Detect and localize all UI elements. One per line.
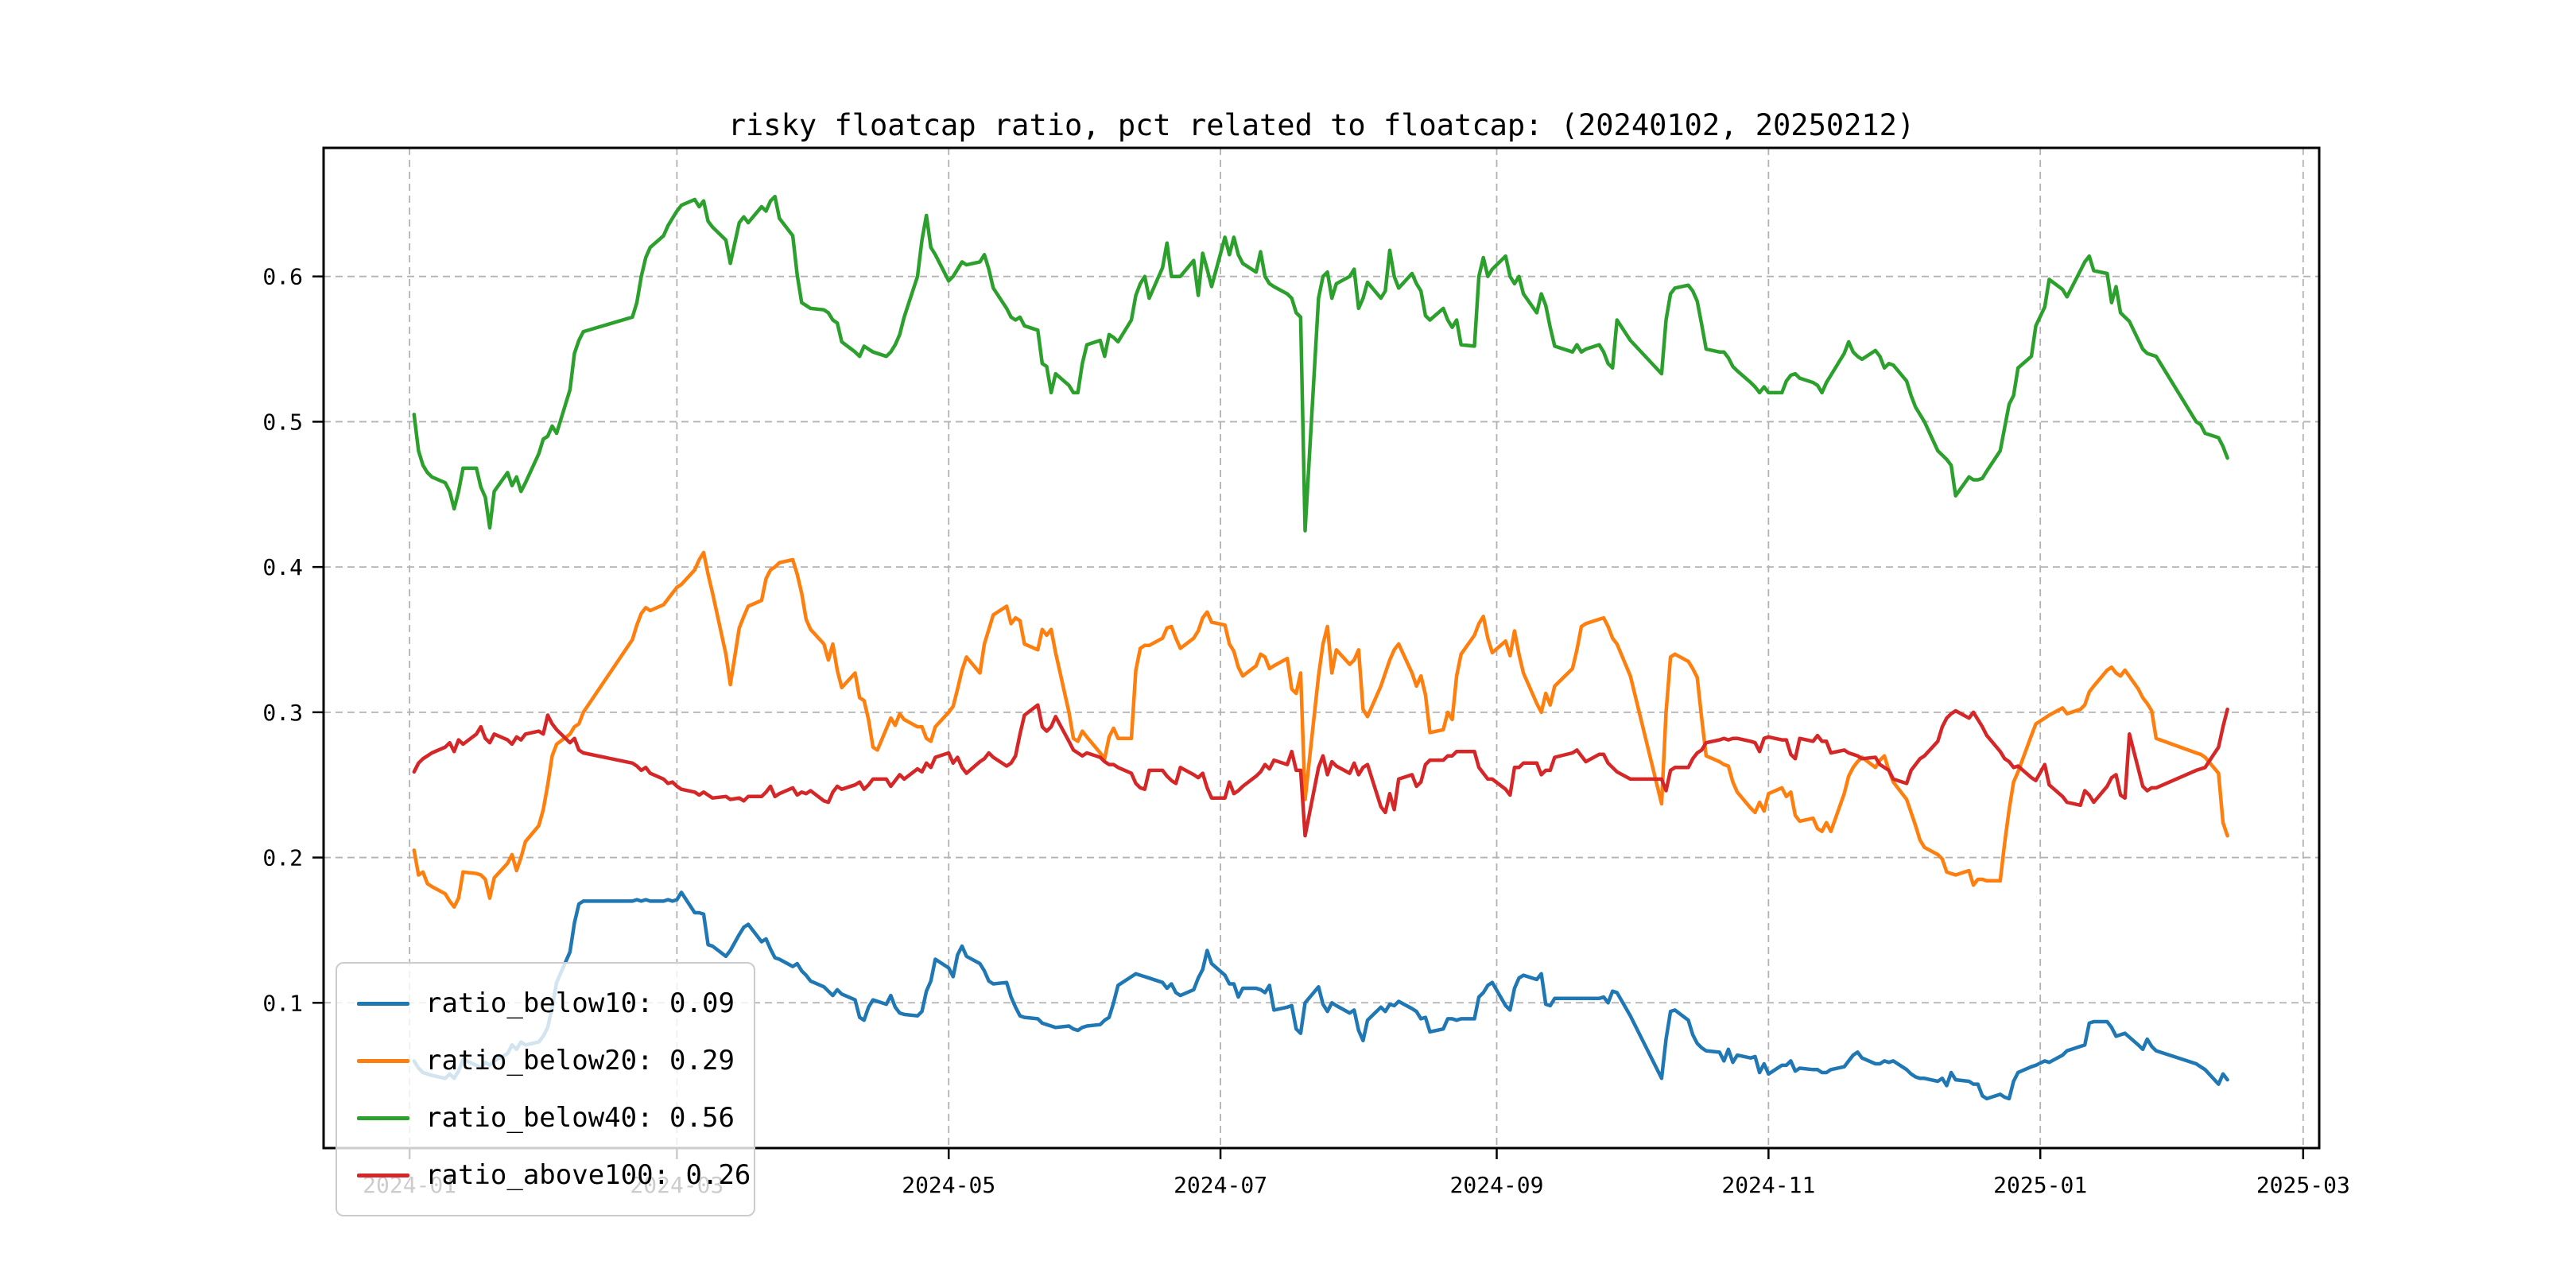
legend-label-ratio-above100: ratio_above100: 0.26	[425, 1159, 751, 1191]
plot-border	[322, 146, 2321, 1150]
x-tick-label: 2025-01	[1993, 1172, 2087, 1198]
gridlines	[324, 148, 2319, 1148]
y-tick-label: 0.1	[262, 990, 303, 1016]
series-line-ratio_below20	[412, 550, 2229, 909]
legend-swatch-ratio-below20	[357, 1058, 409, 1063]
y-tick-label: 0.3	[262, 700, 303, 726]
legend-label-ratio-below10: ratio_below10: 0.09	[425, 987, 735, 1019]
chart-title: risky floatcap ratio, pct related to flo…	[727, 108, 1915, 142]
y-tick-label: 0.2	[262, 845, 303, 871]
legend-box: ratio_below10: 0.09 ratio_below20: 0.29 …	[336, 962, 755, 1216]
x-tick-label: 2024-05	[902, 1172, 995, 1198]
y-tick-label: 0.6	[262, 264, 303, 290]
series-line-ratio_below10	[412, 890, 2229, 1101]
x-tick-label: 2024-11	[1721, 1172, 1815, 1198]
legend-row: ratio_below40: 0.56	[337, 1094, 754, 1142]
legend-swatch-ratio-above100	[357, 1173, 409, 1177]
data-series	[412, 194, 2229, 1101]
x-tick-label: 2024-07	[1174, 1172, 1267, 1198]
legend-swatch-ratio-below40	[357, 1115, 409, 1120]
legend-row: ratio_above100: 0.26	[337, 1151, 754, 1199]
legend-label-ratio-below20: ratio_below20: 0.29	[425, 1045, 735, 1077]
legend-row: ratio_below20: 0.29	[337, 1037, 754, 1084]
y-tick-label: 0.4	[262, 554, 303, 580]
legend-swatch-ratio-below10	[357, 1001, 409, 1006]
x-tick-label: 2025-03	[2256, 1172, 2350, 1198]
series-line-ratio_below40	[412, 194, 2229, 533]
y-tick-label: 0.5	[262, 409, 303, 435]
legend-row: ratio_below10: 0.09	[337, 980, 754, 1027]
x-tick-label: 2024-09	[1450, 1172, 1544, 1198]
series-line-ratio_above100	[412, 703, 2229, 838]
axis-ticks	[312, 275, 2305, 1159]
legend-label-ratio-below40: ratio_below40: 0.56	[425, 1102, 735, 1134]
